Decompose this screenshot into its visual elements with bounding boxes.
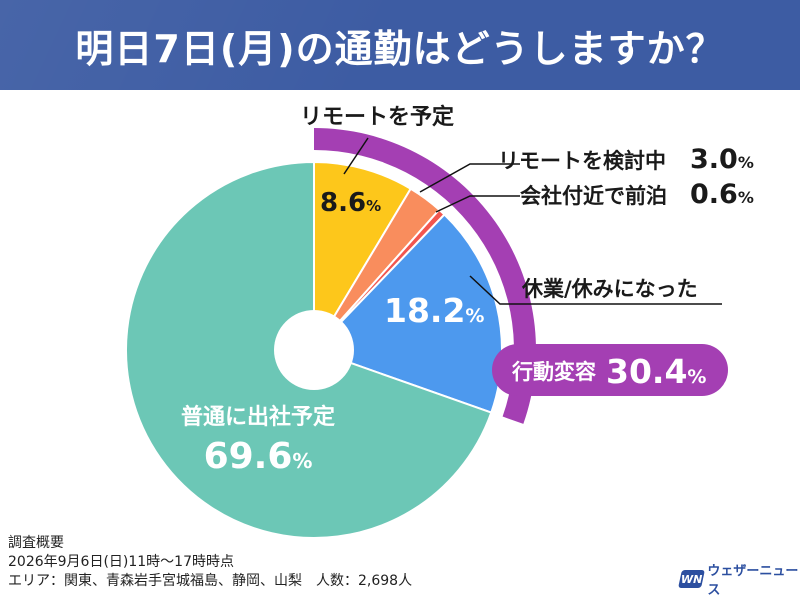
leader-line-remote-consider [419,163,520,193]
slice-closed [312,213,503,414]
label-remote-consider: リモートを検討中 [498,149,666,173]
survey-notes: 調査概要 2026年9月6日(日)11時～17時時点 エリア：関東、青森岩手宮城… [8,534,412,591]
label-overnight: 会社付近で前泊 [520,184,667,208]
survey-heading: 調査概要 [8,535,64,551]
value-number: 30.4 [606,352,687,391]
label-closed: 休業/休みになった [521,277,698,301]
value-number: 8.6 [320,188,366,218]
logo-mark: WN [678,570,706,588]
weathernews-logo: WN ウェザーニュース [678,564,800,598]
value-number: 0.6 [690,179,738,210]
value-overnight: 0.6% [690,179,754,210]
survey-area: エリア：関東、青森岩手宮城福島、静岡、山梨 人数：2,698人 [8,573,413,589]
group-value: 30.4% [606,352,706,391]
title-banner: 明日7日(月)の通勤はどうしますか？ [0,0,800,90]
logo-text: ウェザーニュース [707,564,799,598]
value-unit: % [738,153,754,172]
slice-remote-plan [313,160,413,354]
value-unit: % [738,188,754,207]
value-unit: % [366,197,381,215]
value-number: 69.6 [204,436,293,477]
leader-line-closed [469,275,722,305]
survey-date: 2026年9月6日(日)11時～17時時点 [8,554,234,570]
label-remote-plan: リモートを予定 [300,104,454,130]
value-number: 18.2 [384,291,465,330]
value-remote-plan: 8.6% [320,188,381,218]
pie-center-hole [274,310,354,390]
leader-line-overnight [435,195,520,213]
value-commute: 69.6% [204,436,313,477]
label-commute: 普通に出社予定 [181,404,335,430]
value-unit: % [292,449,312,473]
group-label: 行動変容 [511,360,596,384]
chart-title: 明日7日(月)の通勤はどうしますか？ [75,27,725,71]
group-pill [492,344,728,396]
value-closed: 18.2% [384,291,484,330]
value-remote-consider: 3.0% [690,144,754,175]
leader-line-remote-plan [343,137,369,175]
value-number: 3.0 [690,144,738,175]
value-unit: % [465,305,484,327]
value-unit: % [687,366,706,388]
